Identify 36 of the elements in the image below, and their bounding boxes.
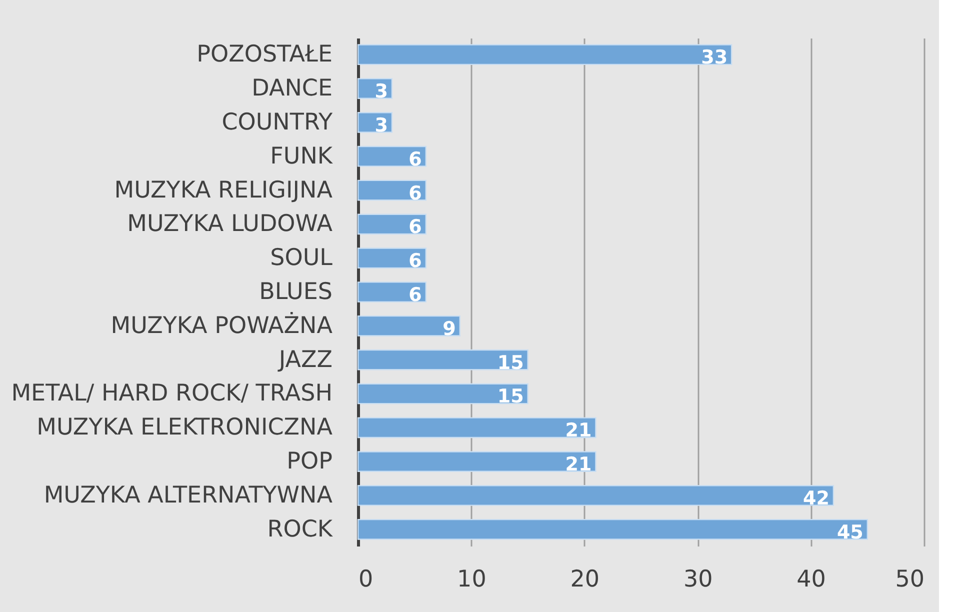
y-tick-label: POP xyxy=(286,448,333,475)
x-tick-label: 40 xyxy=(796,566,826,592)
data-label: 45 xyxy=(836,521,864,544)
data-label: 33 xyxy=(701,46,728,69)
y-tick-label: MUZYKA ALTERNATYWNA xyxy=(44,482,333,508)
y-tick-label: MUZYKA POWAŻNA xyxy=(110,310,333,339)
x-tick-label: 10 xyxy=(457,566,486,592)
data-label: 15 xyxy=(497,352,524,374)
data-label: 6 xyxy=(408,148,422,170)
y-tick-label: ROCK xyxy=(267,516,334,542)
data-label: 9 xyxy=(442,318,456,340)
y-tick-label: COUNTRY xyxy=(222,109,334,136)
x-tick-label: 0 xyxy=(358,566,374,592)
y-tick-label: DANCE xyxy=(252,76,332,102)
y-tick-label: METAL/ HARD ROCK/ TRASH xyxy=(11,380,332,407)
data-label: 6 xyxy=(408,182,422,204)
data-label: 21 xyxy=(565,420,592,442)
y-tick-label: MUZYKA LUDOWA xyxy=(127,211,333,238)
y-tick-label: POZOSTAŁE xyxy=(196,42,332,68)
data-label: 21 xyxy=(565,454,592,476)
y-tick-label: SOUL xyxy=(270,245,333,272)
y-tick-label: JAZZ xyxy=(276,346,332,373)
data-label: 3 xyxy=(374,114,388,136)
y-tick-label: MUZYKA ELEKTRONICZNA xyxy=(36,414,333,441)
data-label: 42 xyxy=(802,487,830,510)
x-tick-label: 20 xyxy=(570,566,600,592)
data-label: 6 xyxy=(408,216,422,238)
x-tick-label: 30 xyxy=(683,566,713,592)
x-tick-label: 50 xyxy=(895,566,924,592)
data-label: 6 xyxy=(408,250,422,272)
data-label: 15 xyxy=(497,386,524,408)
y-tick-label: MUZYKA RELIGIJNA xyxy=(114,177,333,204)
y-tick-label: BLUES xyxy=(259,279,332,305)
y-tick-label: FUNK xyxy=(270,143,334,170)
data-label: 3 xyxy=(374,80,388,103)
data-label: 6 xyxy=(408,284,422,306)
